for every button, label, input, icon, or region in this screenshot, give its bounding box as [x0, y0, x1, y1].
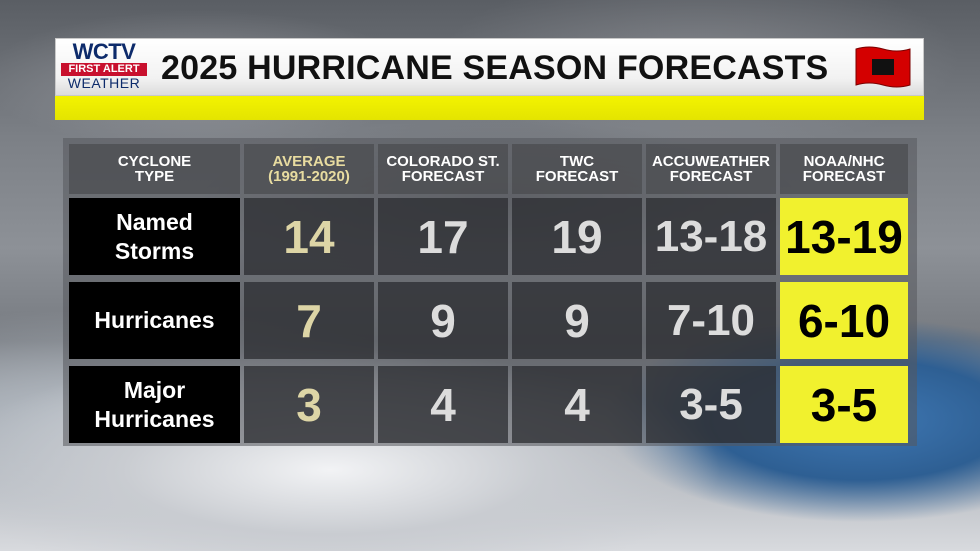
column-header-line: AVERAGE [272, 153, 346, 170]
column-header-line: TYPE [134, 168, 175, 185]
cell-major-hurricanes-twc: 4 [512, 366, 642, 443]
row-label-hurricanes: Hurricanes [69, 282, 240, 359]
cell-major-hurricanes-colorado-state: 4 [378, 366, 508, 443]
column-header-line: TWC [559, 153, 595, 170]
row-label-line: Major [123, 376, 186, 403]
hurricane-warning-flag-icon [855, 46, 911, 88]
column-header-line: FORECAST [401, 168, 485, 185]
title-banner: WCTV FIRST ALERT WEATHER 2025 HURRICANE … [55, 38, 924, 96]
cell-named-storms-twc: 19 [512, 198, 642, 275]
cell-hurricanes-accuweather: 7-10 [646, 282, 776, 359]
column-header-accuweather: ACCUWEATHER FORECAST [646, 144, 776, 194]
page-title: 2025 HURRICANE SEASON FORECASTS [161, 49, 829, 87]
station-logo: WCTV FIRST ALERT WEATHER [61, 39, 147, 94]
column-header-line: NOAA/NHC [803, 153, 885, 170]
column-header-twc: TWC FORECAST [512, 144, 642, 194]
cell-major-hurricanes-accuweather: 3-5 [646, 366, 776, 443]
column-header-average: AVERAGE (1991-2020) [244, 144, 374, 194]
cell-hurricanes-noaa-nhc: 6-10 [780, 282, 908, 359]
column-header-noaa-nhc: NOAA/NHC FORECAST [780, 144, 908, 194]
column-header-line: FORECAST [535, 168, 619, 185]
row-label-named-storms: Named Storms [69, 198, 240, 275]
column-header-line: CYCLONE [117, 153, 192, 170]
cell-hurricanes-colorado-state: 9 [378, 282, 508, 359]
column-header-colorado-state: COLORADO ST. FORECAST [378, 144, 508, 194]
cell-major-hurricanes-noaa-nhc: 3-5 [780, 366, 908, 443]
column-header-line: ACCUWEATHER [651, 153, 771, 170]
column-header-line: FORECAST [669, 168, 753, 185]
cell-named-storms-colorado-state: 17 [378, 198, 508, 275]
row-label-line: Named [116, 208, 193, 235]
logo-callsign: WCTV [72, 39, 136, 64]
cell-hurricanes-average: 7 [244, 282, 374, 359]
logo-badge: FIRST ALERT [61, 63, 147, 76]
cell-major-hurricanes-average: 3 [244, 366, 374, 443]
cell-named-storms-accuweather: 13-18 [646, 198, 776, 275]
column-header-cyclone-type: CYCLONE TYPE [69, 144, 240, 194]
row-label-major-hurricanes: Major Hurricanes [69, 366, 240, 443]
column-header-line: FORECAST [802, 168, 886, 185]
row-label-line: Hurricanes [94, 307, 215, 333]
column-header-line: COLORADO ST. [386, 153, 500, 170]
title-underline-bar [55, 96, 924, 120]
row-label-line: Hurricanes [94, 405, 215, 432]
cell-hurricanes-twc: 9 [512, 282, 642, 359]
cell-named-storms-noaa-nhc: 13-19 [780, 198, 908, 275]
cell-named-storms-average: 14 [244, 198, 374, 275]
column-header-line: (1991-2020) [268, 168, 350, 185]
row-label-line: Storms [114, 237, 195, 264]
logo-subtitle: WEATHER [67, 75, 141, 91]
forecast-table: CYCLONE TYPE AVERAGE (1991-2020) COLORADO … [63, 138, 917, 446]
